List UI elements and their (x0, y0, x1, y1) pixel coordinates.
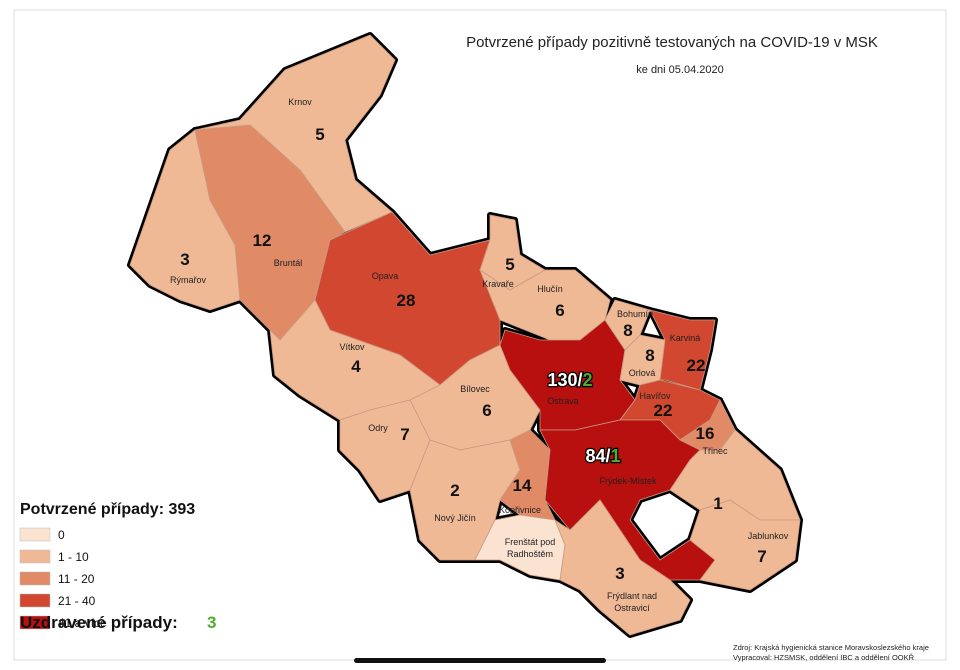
region-count: 22 (687, 356, 706, 375)
region-count: 84/1 (585, 446, 620, 466)
region-count: 2 (450, 481, 459, 500)
legend-swatch (19, 615, 51, 630)
legend-swatch (19, 527, 51, 542)
legend-title: Potvrzené případy: 393 (20, 501, 195, 518)
legend-label: 0 (58, 528, 65, 542)
region-count: 22 (654, 401, 673, 420)
region-name: Kravaře (482, 279, 514, 289)
region-name: Rýmařov (170, 275, 207, 285)
region (604, 299, 651, 351)
region-name: Třinec (702, 446, 728, 456)
region-name: Hlučín (537, 284, 563, 294)
region-name: Odry (368, 423, 388, 433)
region-count: 7 (400, 425, 409, 444)
region-name: Frýdlant nad (607, 591, 657, 601)
region (499, 319, 636, 431)
region-name: Radhoštěm (507, 549, 553, 559)
region-name: Frýdek-Místek (599, 476, 657, 486)
legend: 0 1 - 10 11 - 20 21 - 40 41 a více (19, 527, 107, 630)
region-name: Opava (372, 271, 399, 281)
region-count: 16 (696, 424, 715, 443)
region (689, 499, 801, 591)
subtitle: ke dni 05.04.2020 (636, 64, 723, 76)
region-count: 6 (482, 401, 491, 420)
recovered-label: Uzdravené případy: (20, 613, 178, 632)
region-count: 12 (253, 231, 272, 250)
region-count: 14 (513, 476, 532, 495)
region-count: 7 (757, 547, 766, 566)
legend-label: 21 - 40 (58, 594, 96, 608)
region-count: 130/2 (547, 370, 592, 390)
legend-swatch (19, 593, 51, 608)
region-name: Ostrava (547, 396, 579, 406)
region-name: Nový Jičín (434, 513, 476, 523)
legend-label: 11 - 20 (58, 572, 95, 586)
region-name: Kopřivnice (499, 505, 541, 515)
region-count: 4 (351, 357, 361, 376)
legend-label: 41 a více (58, 616, 107, 630)
legend-swatch (19, 571, 51, 586)
regions (127, 32, 803, 638)
region-name: Karviná (670, 333, 701, 343)
region-count: 6 (555, 301, 564, 320)
region-name: Bílovec (460, 384, 490, 394)
region-count: 8 (623, 321, 632, 340)
region-count: 1 (713, 494, 722, 513)
region-name: Bohumín (617, 309, 653, 319)
region-name: Havířov (639, 391, 671, 401)
home-indicator (354, 658, 606, 663)
region-count: 8 (645, 346, 654, 365)
legend-swatch (19, 549, 51, 564)
region-name: Frenštát pod (505, 537, 556, 547)
legend-label: 1 - 10 (58, 550, 89, 564)
source-line: Zdroj: Krajská hygienická stanice Moravs… (733, 643, 929, 652)
region (554, 499, 691, 636)
region-count: 5 (505, 255, 514, 274)
region-name: Ostravicí (614, 603, 650, 613)
region-name: Jablunkov (748, 531, 789, 541)
region-name: Orlová (629, 368, 656, 378)
region-name: Vítkov (339, 342, 365, 352)
region-name: Krnov (288, 97, 312, 107)
region-count: 3 (615, 564, 624, 583)
title: Potvrzené případy pozitivně testovaných … (466, 34, 878, 51)
region-name: Bruntál (274, 258, 303, 268)
region-count: 5 (315, 125, 324, 144)
region-count: 3 (180, 250, 189, 269)
recovered-value: 3 (207, 613, 216, 632)
source-line: Vypracoval: HZSMSK, oddělení IBC a odděl… (733, 653, 915, 662)
region-count: 28 (397, 291, 416, 310)
